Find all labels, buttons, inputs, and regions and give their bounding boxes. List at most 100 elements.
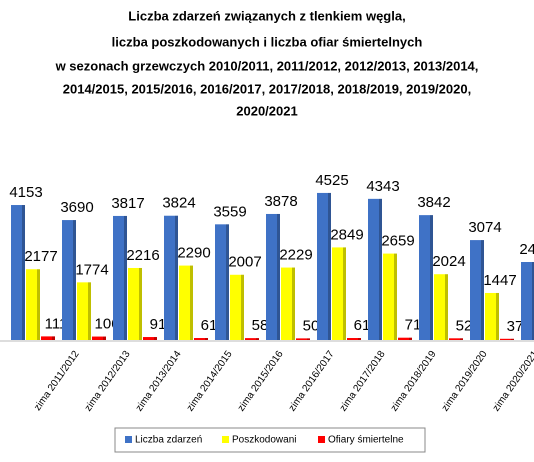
- bar: [296, 338, 310, 340]
- value-label: 50: [303, 317, 320, 334]
- bar-side: [394, 253, 397, 340]
- bar: [41, 336, 55, 340]
- legend-swatch: [318, 436, 325, 443]
- value-label: 3878: [264, 193, 297, 210]
- bar-side: [292, 267, 295, 340]
- bar-side: [73, 220, 76, 340]
- value-label: 52: [456, 317, 473, 334]
- bar: [215, 224, 229, 340]
- value-label: 2400: [519, 241, 534, 258]
- bar-side: [511, 338, 514, 340]
- bar-side: [277, 213, 280, 340]
- bar-side: [430, 215, 433, 340]
- value-label: 3690: [60, 199, 93, 216]
- legend-swatch: [125, 436, 132, 443]
- bar-side: [139, 267, 142, 340]
- bar: [230, 274, 244, 340]
- bar: [143, 337, 157, 340]
- bar: [11, 205, 25, 340]
- bar: [449, 338, 463, 340]
- bar: [347, 338, 361, 340]
- value-label: 2024: [432, 253, 465, 270]
- legend-label: Liczba zdarzeń: [135, 435, 202, 446]
- bar: [398, 337, 412, 340]
- bar: [179, 265, 193, 340]
- bar: [62, 220, 76, 340]
- bar: [92, 336, 106, 340]
- chart-title: w sezonach grzewczych 2010/2011, 2011/20…: [55, 58, 479, 73]
- value-label: 1774: [75, 261, 108, 278]
- chart-title: Liczba zdarzeń związanych z tlenkiem węg…: [128, 8, 405, 23]
- bar: [521, 262, 534, 340]
- bar-side: [205, 338, 208, 340]
- bar: [485, 292, 499, 340]
- bar-side: [154, 337, 157, 340]
- bar: [194, 338, 208, 340]
- bar-side: [124, 215, 127, 340]
- value-label: 58: [252, 317, 269, 334]
- value-label: 3817: [111, 195, 144, 212]
- bar: [368, 198, 382, 340]
- bar: [164, 215, 178, 340]
- chart-title: liczba poszkodowanych i liczba ofiar śmi…: [112, 34, 423, 49]
- bar-side: [532, 262, 534, 340]
- bar: [245, 338, 259, 340]
- bar-side: [175, 215, 178, 340]
- bar: [434, 274, 448, 340]
- value-label: 3074: [468, 219, 501, 236]
- value-label: 2177: [24, 248, 57, 265]
- bar-side: [328, 192, 331, 340]
- bar: [26, 269, 40, 340]
- value-label: 111: [45, 315, 68, 332]
- bar: [383, 253, 397, 340]
- bar-side: [496, 292, 499, 340]
- value-label: 2229: [279, 247, 312, 264]
- bar-side: [358, 338, 361, 340]
- value-label: 4153: [9, 184, 42, 201]
- value-label: 2216: [126, 247, 159, 264]
- bar-side: [256, 338, 259, 340]
- value-label: 3824: [162, 195, 195, 212]
- value-label: 71: [405, 317, 422, 334]
- bar-side: [226, 224, 229, 340]
- bar: [317, 192, 331, 340]
- value-label: 1447: [483, 272, 516, 289]
- bar-side: [307, 338, 310, 340]
- value-label: 2007: [228, 254, 261, 271]
- chart-title: 2020/2021: [236, 103, 297, 118]
- bar: [500, 338, 514, 340]
- value-label: 4525: [315, 172, 348, 189]
- bar-side: [52, 336, 55, 340]
- value-label: 2849: [330, 226, 363, 243]
- bar-side: [409, 337, 412, 340]
- bar: [113, 215, 127, 340]
- bar-side: [37, 269, 40, 340]
- chart-title: 2014/2015, 2015/2016, 2016/2017, 2017/20…: [63, 81, 471, 96]
- value-label: 2659: [381, 233, 414, 250]
- value-label: 61: [201, 317, 218, 334]
- legend-box: [114, 427, 426, 453]
- bar: [470, 240, 484, 340]
- value-label: 3559: [213, 203, 246, 220]
- value-label: 61: [354, 317, 371, 334]
- bar-side: [343, 247, 346, 340]
- value-label: 37: [507, 318, 524, 335]
- bar: [281, 267, 295, 340]
- bar-side: [103, 336, 106, 340]
- legend-swatch: [222, 436, 229, 443]
- bar-side: [22, 205, 25, 340]
- bar: [419, 215, 433, 340]
- bar-side: [241, 274, 244, 340]
- value-label: 3842: [417, 194, 450, 211]
- bar: [128, 267, 142, 340]
- bar-side: [88, 282, 91, 340]
- bar-side: [460, 338, 463, 340]
- value-label: 4343: [366, 178, 399, 195]
- bar: [332, 247, 346, 340]
- legend-label: Ofiary śmiertelne: [328, 435, 404, 446]
- bar-side: [379, 198, 382, 340]
- value-label: 91: [150, 316, 167, 333]
- bar: [77, 282, 91, 340]
